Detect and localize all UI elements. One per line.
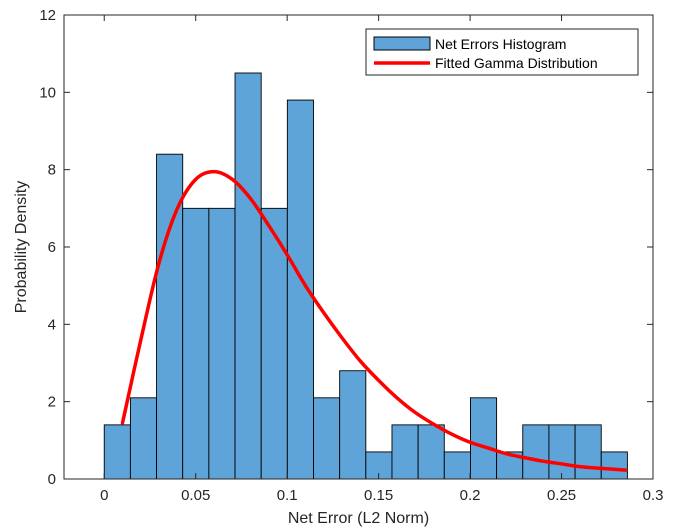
- histogram-bar: [391, 424, 419, 480]
- histogram-bar: [234, 72, 262, 480]
- histogram-bar: [129, 397, 158, 480]
- histogram-bar: [443, 451, 471, 480]
- x-tick-label: 0.05: [181, 487, 210, 504]
- legend-swatch-histogram: [373, 36, 431, 51]
- histogram-bar: [208, 207, 236, 480]
- y-tick-label: 4: [48, 316, 56, 333]
- y-tick-label: 12: [39, 7, 56, 24]
- x-tick-label: 0.15: [364, 487, 393, 504]
- histogram-bar: [522, 424, 550, 480]
- x-tick-label: 0.1: [277, 487, 298, 504]
- ticks: 0 0.05 0.1 0.15 0.2 0.25 0.3 0 2 4 6 8 10 12: [39, 7, 663, 504]
- x-tick-label: 0.2: [460, 487, 481, 504]
- legend-label-gamma-curve: Fitted Gamma Distribution: [435, 55, 598, 71]
- y-tick-label: 6: [48, 239, 56, 256]
- histogram-bar: [182, 207, 210, 480]
- y-tick-label: 8: [48, 162, 56, 179]
- histogram-bar: [600, 451, 628, 480]
- gamma-curve-layer: [120, 169, 628, 472]
- histogram-bar: [313, 397, 341, 480]
- histogram-bar: [574, 424, 602, 480]
- histogram-bar: [470, 397, 498, 480]
- y-tick-label: 2: [48, 394, 56, 411]
- histogram-bar: [103, 424, 131, 480]
- x-tick-label: 0.25: [547, 487, 576, 504]
- histogram-bar: [417, 424, 445, 480]
- x-tick-label: 0.3: [643, 487, 664, 504]
- y-tick-label: 10: [39, 84, 56, 101]
- histogram-bar: [548, 424, 576, 480]
- histogram-bar: [339, 370, 367, 480]
- gamma-curve-line: [120, 169, 628, 472]
- legend: Net Errors Histogram Fitted Gamma Distri…: [365, 28, 639, 76]
- y-axis-label: Probability Density: [13, 181, 30, 314]
- legend-label-histogram: Net Errors Histogram: [435, 36, 566, 52]
- x-tick-label: 0: [100, 487, 108, 504]
- y-tick-label: 0: [48, 471, 56, 488]
- x-axis-label: Net Error (L2 Norm): [288, 510, 429, 527]
